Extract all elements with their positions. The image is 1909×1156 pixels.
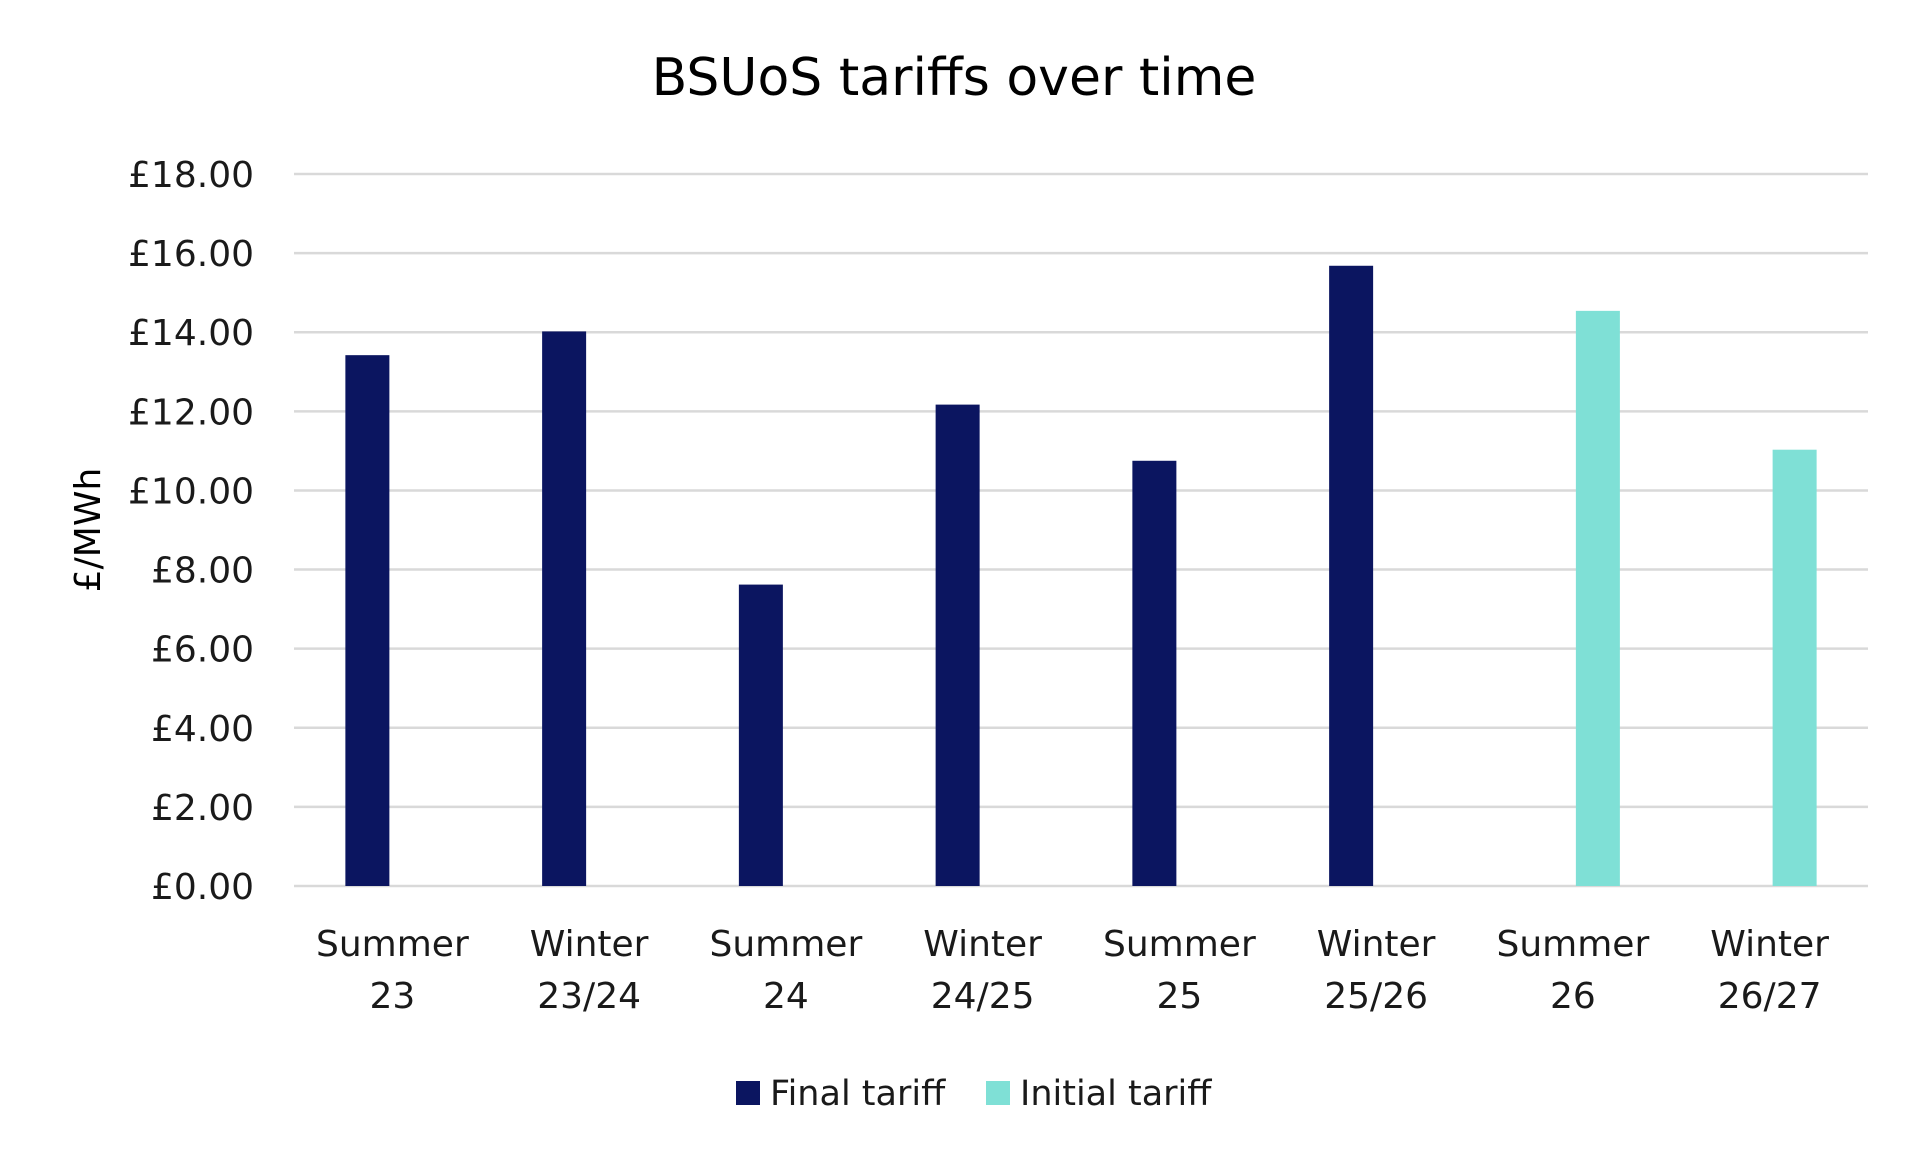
legend-swatch (986, 1081, 1010, 1105)
legend-label: Final tariff (770, 1074, 946, 1114)
legend-label: Initial tariff (1020, 1074, 1212, 1114)
bar-initial-6 (1575, 310, 1620, 887)
x-axis-categories: Summer 23 Winter 23/24 Summer 24 Winter 24/25 Su… (316, 924, 1829, 1017)
y-tick-label: £14.00 (128, 313, 254, 354)
y-tick-label: £8.00 (151, 551, 254, 592)
bar-final-1 (542, 331, 587, 886)
y-tick-label: £2.00 (151, 788, 254, 829)
x-category-label: 24/25 (931, 976, 1035, 1017)
legend: Final tariff Initial tariff (736, 1074, 1212, 1114)
y-tick-label: £12.00 (128, 392, 254, 433)
y-tick-label: £4.00 (151, 709, 254, 750)
y-axis-label: £/MWh (68, 468, 109, 593)
x-category-label: Winter (923, 924, 1042, 965)
y-tick-label: £18.00 (128, 155, 254, 196)
x-category-label: Summer (709, 924, 862, 965)
y-tick-label: £16.00 (128, 234, 254, 275)
gridlines (294, 172, 1868, 888)
y-tick-label: £10.00 (128, 471, 254, 512)
chart-title: BSUoS tariffs over time (652, 48, 1257, 108)
x-category-label: 25 (1156, 976, 1202, 1017)
y-tick-label: £6.00 (151, 630, 254, 671)
x-category-label: Winter (530, 924, 649, 965)
bar-final-3 (935, 404, 980, 886)
x-category-label: 23/24 (537, 976, 641, 1017)
x-category-label: 23 (369, 976, 415, 1017)
x-category-label: 26/27 (1718, 976, 1822, 1017)
x-category-label: Summer (1103, 924, 1256, 965)
legend-swatch (736, 1081, 760, 1105)
bar-final-2 (738, 584, 783, 886)
y-axis-ticks: £0.00 £2.00 £4.00 £6.00 £8.00 £10.00 £12.00 £14… (128, 155, 254, 908)
bar-final-0 (345, 355, 390, 887)
x-category-label: Summer (1496, 924, 1649, 965)
bar-final-5 (1329, 265, 1374, 886)
y-tick-label: £0.00 (151, 867, 254, 908)
x-category-label: Winter (1317, 924, 1436, 965)
x-category-label: 26 (1550, 976, 1596, 1017)
bar-final-4 (1132, 460, 1177, 886)
x-category-label: 25/26 (1324, 976, 1428, 1017)
x-category-label: Summer (316, 924, 469, 965)
x-category-label: 24 (763, 976, 809, 1017)
x-category-label: Winter (1710, 924, 1829, 965)
bars (345, 265, 1817, 887)
bar-initial-7 (1772, 449, 1817, 886)
